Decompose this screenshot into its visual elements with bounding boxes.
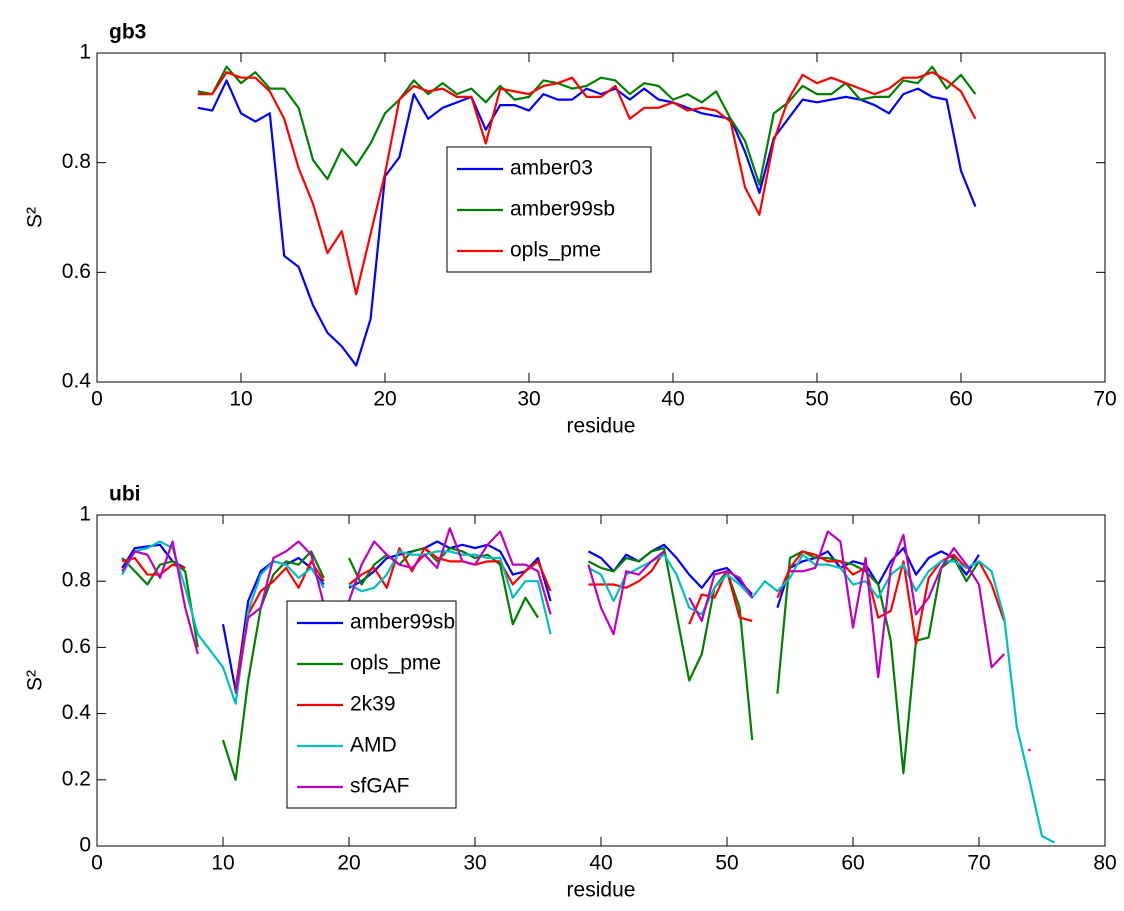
chart-title: gb3: [109, 21, 146, 44]
y-tick-label: 1: [79, 503, 91, 526]
x-tick-label: 80: [1093, 852, 1116, 875]
y-axis-label: S²: [24, 670, 47, 691]
point: [1028, 748, 1031, 752]
x-tick-label: 0: [91, 852, 103, 875]
y-tick-label: 0.4: [62, 370, 92, 393]
axes-frame: [96, 52, 1106, 383]
y-tick-label: 1: [79, 41, 91, 64]
x-tick-label: 40: [661, 388, 684, 411]
y-tick-label: 0.6: [62, 260, 91, 283]
x-tick-label: 50: [805, 388, 828, 411]
legend-label: amber03: [510, 157, 593, 180]
x-tick-label: 50: [715, 852, 738, 875]
legend: amber99sb opls_pme 2k39 AMD sfGAF: [286, 600, 457, 809]
legend-label: opls_pme: [350, 652, 441, 675]
series-line: [197, 71, 977, 296]
y-tick-label: 0.8: [62, 150, 91, 173]
y-tick-label: 0.8: [62, 569, 91, 592]
chart-title: ubi: [109, 483, 141, 506]
series-line: [121, 547, 1006, 688]
x-tick-label: 20: [373, 388, 396, 411]
x-axis-label: residue: [567, 879, 636, 902]
legend-label: amber99sb: [350, 611, 455, 634]
x-tick-label: 10: [229, 388, 252, 411]
legend-label: sfGAF: [350, 775, 410, 798]
y-tick-label: 0.2: [62, 767, 91, 790]
legend: amber03 amber99sb opls_pme: [446, 146, 652, 273]
x-tick-label: 20: [337, 852, 360, 875]
y-axis-label: S²: [24, 207, 47, 228]
axes-frame: [96, 514, 1106, 847]
x-tick-label: 40: [589, 852, 612, 875]
legend-label: opls_pme: [510, 239, 601, 262]
series-line: [121, 547, 980, 781]
x-tick-label: 70: [1093, 388, 1116, 411]
y-tick-label: 0.6: [62, 635, 91, 658]
x-axis-label: residue: [567, 415, 636, 438]
x-tick-label: 30: [463, 852, 486, 875]
legend-label: 2k39: [350, 693, 396, 716]
legend-label: AMD: [350, 734, 397, 757]
x-tick-label: 10: [211, 852, 234, 875]
x-tick-label: 60: [949, 388, 972, 411]
x-tick-label: 0: [91, 388, 103, 411]
x-tick-label: 60: [841, 852, 864, 875]
x-tick-label: 30: [517, 388, 540, 411]
y-tick-label: 0: [79, 834, 91, 857]
y-tick-label: 0.4: [62, 701, 92, 724]
series-line: [121, 540, 1056, 844]
x-tick-label: 70: [967, 852, 990, 875]
series-line: [197, 79, 977, 367]
legend-label: amber99sb: [510, 198, 615, 221]
